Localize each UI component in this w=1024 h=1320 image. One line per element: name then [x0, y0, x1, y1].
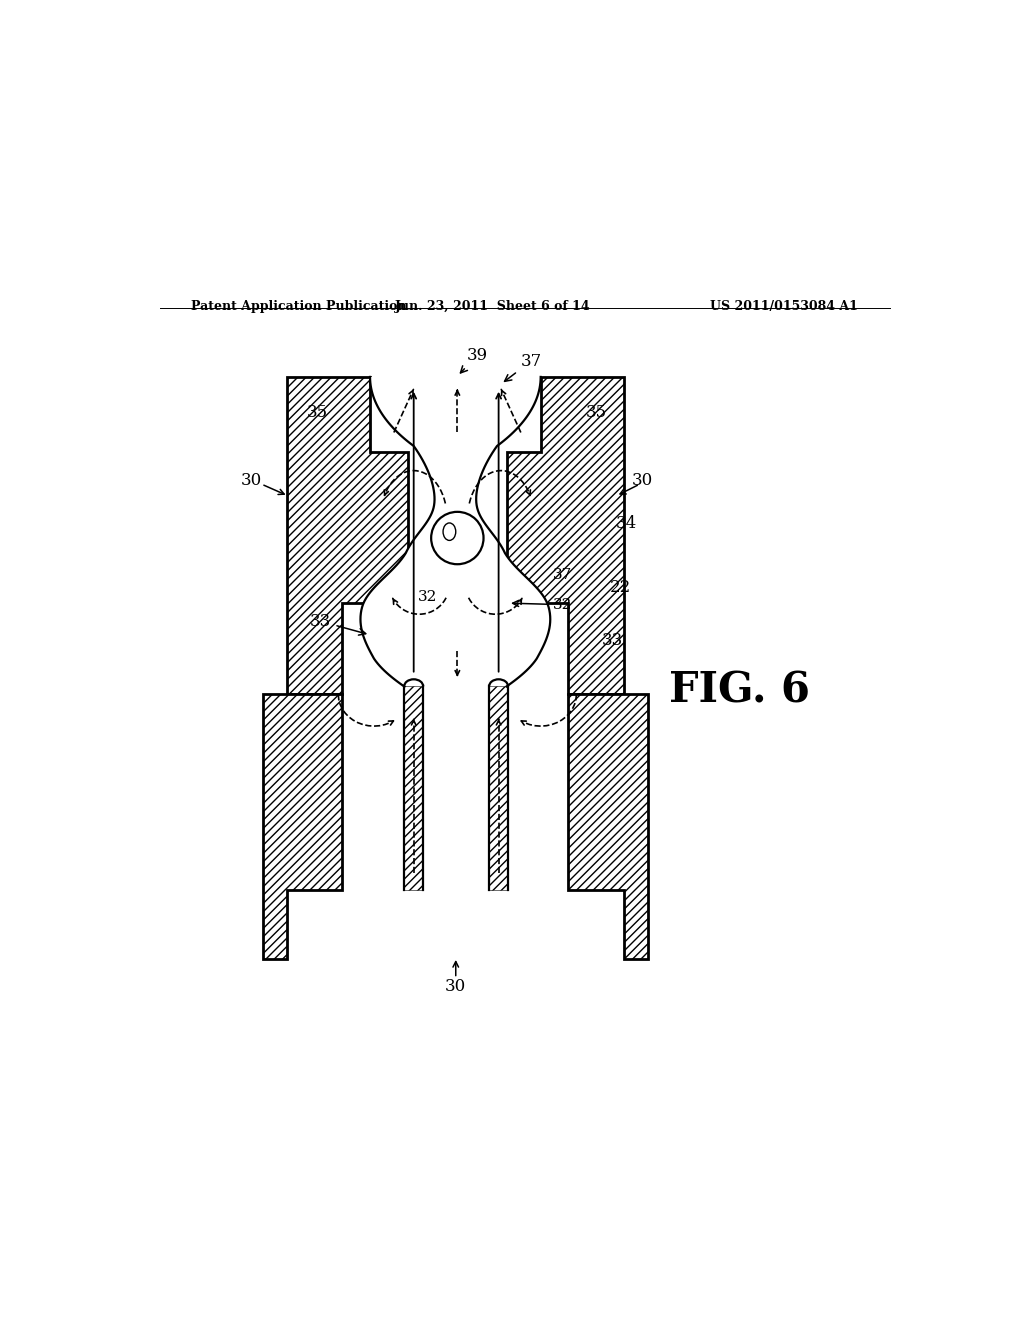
- Text: 22: 22: [609, 578, 631, 595]
- Text: 32: 32: [513, 598, 572, 611]
- Text: US 2011/0153084 A1: US 2011/0153084 A1: [711, 300, 858, 313]
- Text: 37: 37: [553, 569, 572, 582]
- Text: 39: 39: [461, 347, 487, 374]
- Polygon shape: [568, 694, 648, 958]
- Polygon shape: [507, 378, 624, 694]
- Text: Jun. 23, 2011  Sheet 6 of 14: Jun. 23, 2011 Sheet 6 of 14: [395, 300, 591, 313]
- Polygon shape: [360, 378, 550, 891]
- Text: 33: 33: [310, 612, 366, 635]
- Text: 35: 35: [306, 404, 328, 421]
- Text: FIG. 6: FIG. 6: [669, 669, 810, 711]
- Text: 30: 30: [445, 978, 466, 995]
- Text: 37: 37: [505, 352, 542, 381]
- Text: 34: 34: [615, 515, 637, 532]
- Text: Patent Application Publication: Patent Application Publication: [191, 300, 407, 313]
- Polygon shape: [263, 694, 342, 958]
- Text: 33: 33: [601, 632, 623, 649]
- Text: 32: 32: [418, 590, 437, 603]
- Text: 30: 30: [241, 471, 262, 488]
- Text: 30: 30: [632, 471, 653, 488]
- Text: 35: 35: [586, 404, 607, 421]
- Polygon shape: [287, 378, 409, 694]
